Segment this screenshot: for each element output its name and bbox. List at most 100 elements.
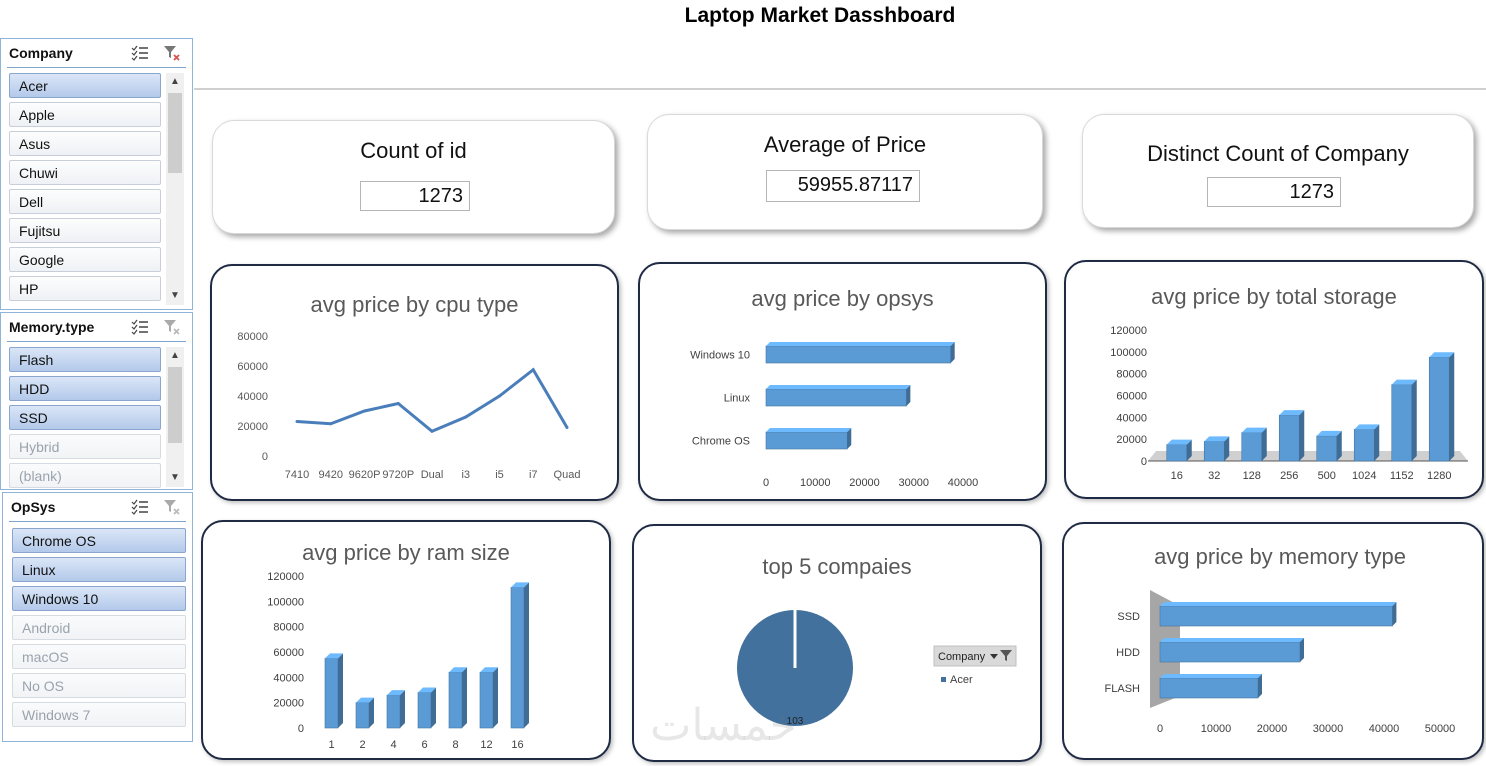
memory-type-slicer-scrollbar[interactable]: ▲ ▼ bbox=[166, 347, 184, 487]
opsys-chart-title: avg price by opsys bbox=[751, 286, 934, 311]
y-tick-label: 40000 bbox=[273, 672, 304, 684]
x-tick-label: 10000 bbox=[800, 477, 831, 489]
clear-filter-icon[interactable] bbox=[163, 45, 181, 61]
bar bbox=[417, 692, 432, 729]
slicer-item-memory-type[interactable]: SSD bbox=[9, 405, 161, 430]
x-tick-label: 8 bbox=[452, 739, 458, 751]
bar-top bbox=[766, 342, 955, 346]
bar bbox=[1391, 384, 1413, 462]
cpu-chart-card[interactable]: avg price by cpu type 0 20000 40000 60000 80… bbox=[210, 264, 619, 501]
slicer-item-company[interactable]: Apple bbox=[9, 102, 161, 127]
bar bbox=[324, 658, 339, 729]
slicer-item-memory-type[interactable]: Hybrid bbox=[9, 434, 161, 459]
cpu-chart-title: avg price by cpu type bbox=[310, 292, 519, 317]
legend-title: Company bbox=[938, 651, 986, 663]
x-tick-label: 9720P bbox=[382, 469, 414, 481]
bar-side bbox=[1186, 439, 1192, 461]
slicer-item-opsys[interactable]: Windows 10 bbox=[12, 586, 186, 611]
slicer-item-opsys[interactable]: Android bbox=[12, 615, 186, 640]
x-tick-label: 500 bbox=[1318, 470, 1336, 482]
bar-side bbox=[369, 697, 374, 728]
bar-top bbox=[1316, 430, 1342, 436]
y-tick-label: 0 bbox=[262, 451, 268, 463]
data-point bbox=[329, 422, 333, 426]
x-tick-label: i3 bbox=[461, 469, 470, 481]
y-tick-label: 60000 bbox=[1116, 391, 1147, 403]
memory-type-slicer: Memory.type ▲ ▼ Flash HDD SSD Hybrid (blank) bbox=[0, 312, 193, 490]
slicer-item-company[interactable]: Acer bbox=[9, 73, 161, 98]
y-tick-label: 80000 bbox=[237, 331, 268, 343]
cpu-series-line bbox=[296, 367, 569, 433]
slicer-item-company[interactable]: Dell bbox=[9, 189, 161, 214]
slicer-item-memory-type[interactable]: Flash bbox=[9, 347, 161, 372]
ram-chart-card[interactable]: avg price by ram size 0 20000 40000 60000 80… bbox=[201, 520, 611, 760]
count-of-id-label: Count of id bbox=[360, 138, 467, 163]
scroll-up-icon[interactable]: ▲ bbox=[170, 350, 180, 361]
bar-top bbox=[356, 697, 374, 703]
slicer-item-memory-type[interactable]: HDD bbox=[9, 376, 161, 401]
slicer-item-opsys[interactable]: macOS bbox=[12, 644, 186, 669]
slicer-item-company[interactable]: Google bbox=[9, 247, 161, 272]
opsys-chart-card[interactable]: avg price by opsys 0 10000 20000 30000 40000… bbox=[638, 262, 1047, 501]
bar-side bbox=[1411, 379, 1417, 461]
x-tick-label: 1152 bbox=[1390, 470, 1414, 482]
scroll-thumb[interactable] bbox=[168, 93, 182, 173]
top5-chart-card[interactable]: top 5 compaies 103 Company Acer bbox=[632, 524, 1042, 762]
dropdown-arrow-icon bbox=[990, 654, 998, 659]
memory-chart-card[interactable]: avg price by memory type 0 10000 20000 3000… bbox=[1062, 522, 1484, 760]
bar bbox=[1428, 356, 1450, 462]
bar-top bbox=[1241, 427, 1267, 433]
bar bbox=[765, 431, 848, 450]
bar-side bbox=[1300, 638, 1304, 662]
slicer-item-company[interactable]: Fujitsu bbox=[9, 218, 161, 243]
x-tick-label: 50000 bbox=[1425, 723, 1456, 735]
bar bbox=[448, 671, 463, 729]
bar-side bbox=[1258, 674, 1262, 698]
y-tick-label: 120000 bbox=[1110, 325, 1147, 337]
y-tick-label: 80000 bbox=[1116, 369, 1147, 381]
scroll-thumb[interactable] bbox=[168, 367, 182, 443]
y-tick-label: 120000 bbox=[267, 571, 304, 583]
slicer-item-memory-type[interactable]: (blank) bbox=[9, 463, 161, 488]
scroll-down-icon[interactable]: ▼ bbox=[170, 290, 180, 301]
bar bbox=[479, 671, 494, 729]
bar bbox=[765, 388, 907, 407]
bar-top bbox=[1204, 436, 1230, 442]
multi-select-icon[interactable] bbox=[131, 499, 149, 515]
scroll-down-icon[interactable]: ▼ bbox=[170, 472, 180, 483]
bar-side bbox=[1392, 602, 1397, 626]
y-tick-label: 100000 bbox=[1110, 347, 1147, 359]
bar bbox=[765, 345, 951, 364]
clear-filter-icon[interactable] bbox=[163, 499, 181, 515]
bar bbox=[1159, 641, 1301, 663]
distinct-company-value: 1273 bbox=[1207, 177, 1341, 207]
slicer-item-opsys[interactable]: No OS bbox=[12, 673, 186, 698]
count-of-id-card: Count of id 1273 bbox=[212, 120, 615, 234]
bar bbox=[1353, 429, 1375, 462]
multi-select-icon[interactable] bbox=[131, 319, 149, 335]
bar-top bbox=[1160, 638, 1304, 642]
slicer-item-opsys[interactable]: Chrome OS bbox=[12, 528, 186, 553]
scroll-up-icon[interactable]: ▲ bbox=[170, 76, 180, 87]
company-slicer-scrollbar[interactable]: ▲ ▼ bbox=[166, 73, 184, 305]
slicer-item-company[interactable]: Asus bbox=[9, 131, 161, 156]
data-point bbox=[565, 426, 569, 429]
storage-chart-card[interactable]: avg price by total storage 0 20000 40000 60… bbox=[1064, 260, 1484, 499]
slicer-item-opsys[interactable]: Linux bbox=[12, 557, 186, 582]
bar-top bbox=[1354, 424, 1380, 430]
top5-chart-title: top 5 compaies bbox=[762, 554, 912, 579]
slicer-item-company[interactable]: Chuwi bbox=[9, 160, 161, 185]
x-tick-label: 20000 bbox=[1257, 723, 1288, 735]
slicer-item-company[interactable]: HP bbox=[9, 276, 161, 301]
filter-icon bbox=[1000, 650, 1012, 661]
slicer-item-opsys[interactable]: Windows 7 bbox=[12, 702, 186, 727]
data-point bbox=[363, 409, 366, 413]
y-tick-label: 100000 bbox=[267, 596, 304, 608]
average-price-label: Average of Price bbox=[763, 132, 927, 157]
bar bbox=[1316, 435, 1338, 462]
y-tick-label: 0 bbox=[1141, 456, 1147, 468]
x-tick-label: 9620P bbox=[349, 469, 381, 481]
multi-select-icon[interactable] bbox=[131, 45, 149, 61]
clear-filter-icon[interactable] bbox=[163, 319, 181, 335]
